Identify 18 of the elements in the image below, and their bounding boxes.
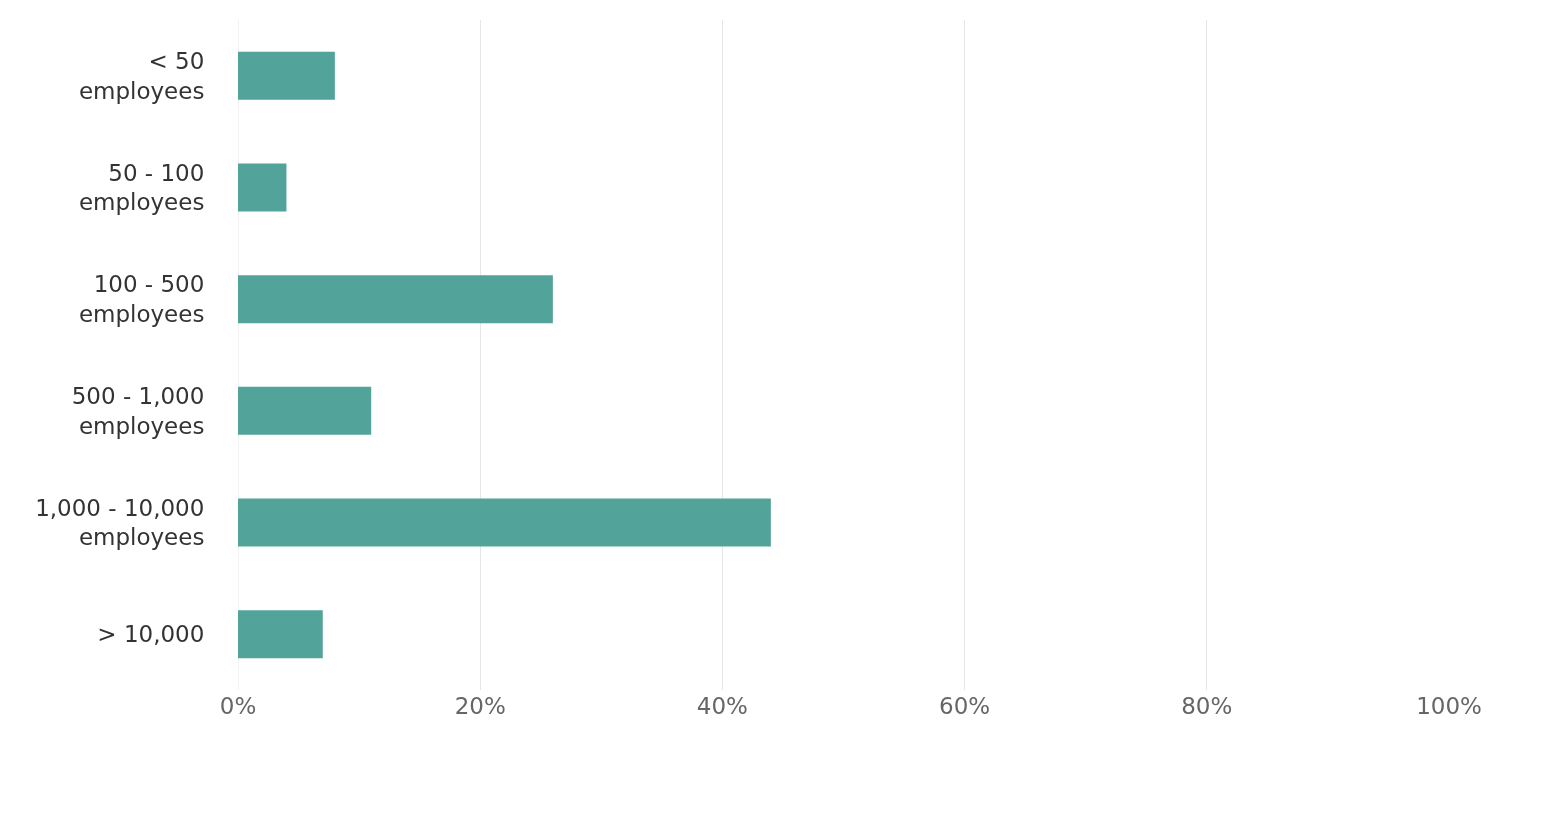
y-tick-label: > 10,000	[97, 621, 205, 648]
x-tick-label: 20%	[454, 693, 506, 719]
y-tick-label: 1,000 - 10,000 employees	[35, 494, 205, 551]
bar	[238, 386, 372, 435]
y-tick-label: 500 - 1,000 employees	[71, 382, 205, 439]
x-tick-label: 80%	[1181, 693, 1233, 719]
x-tick-label: 100%	[1416, 693, 1482, 719]
bar	[238, 498, 771, 547]
y-tick-label: 100 - 500 employees	[78, 271, 205, 328]
x-tick-label: 60%	[939, 693, 991, 719]
bar	[238, 610, 323, 659]
bar	[238, 275, 553, 324]
bar	[238, 51, 335, 100]
x-tick-label: 40%	[696, 693, 748, 719]
y-tick-label: < 50 employees	[78, 47, 205, 104]
x-tick-label: 0%	[219, 693, 257, 719]
y-tick-label: 50 - 100 employees	[78, 159, 205, 216]
bar	[238, 163, 287, 212]
